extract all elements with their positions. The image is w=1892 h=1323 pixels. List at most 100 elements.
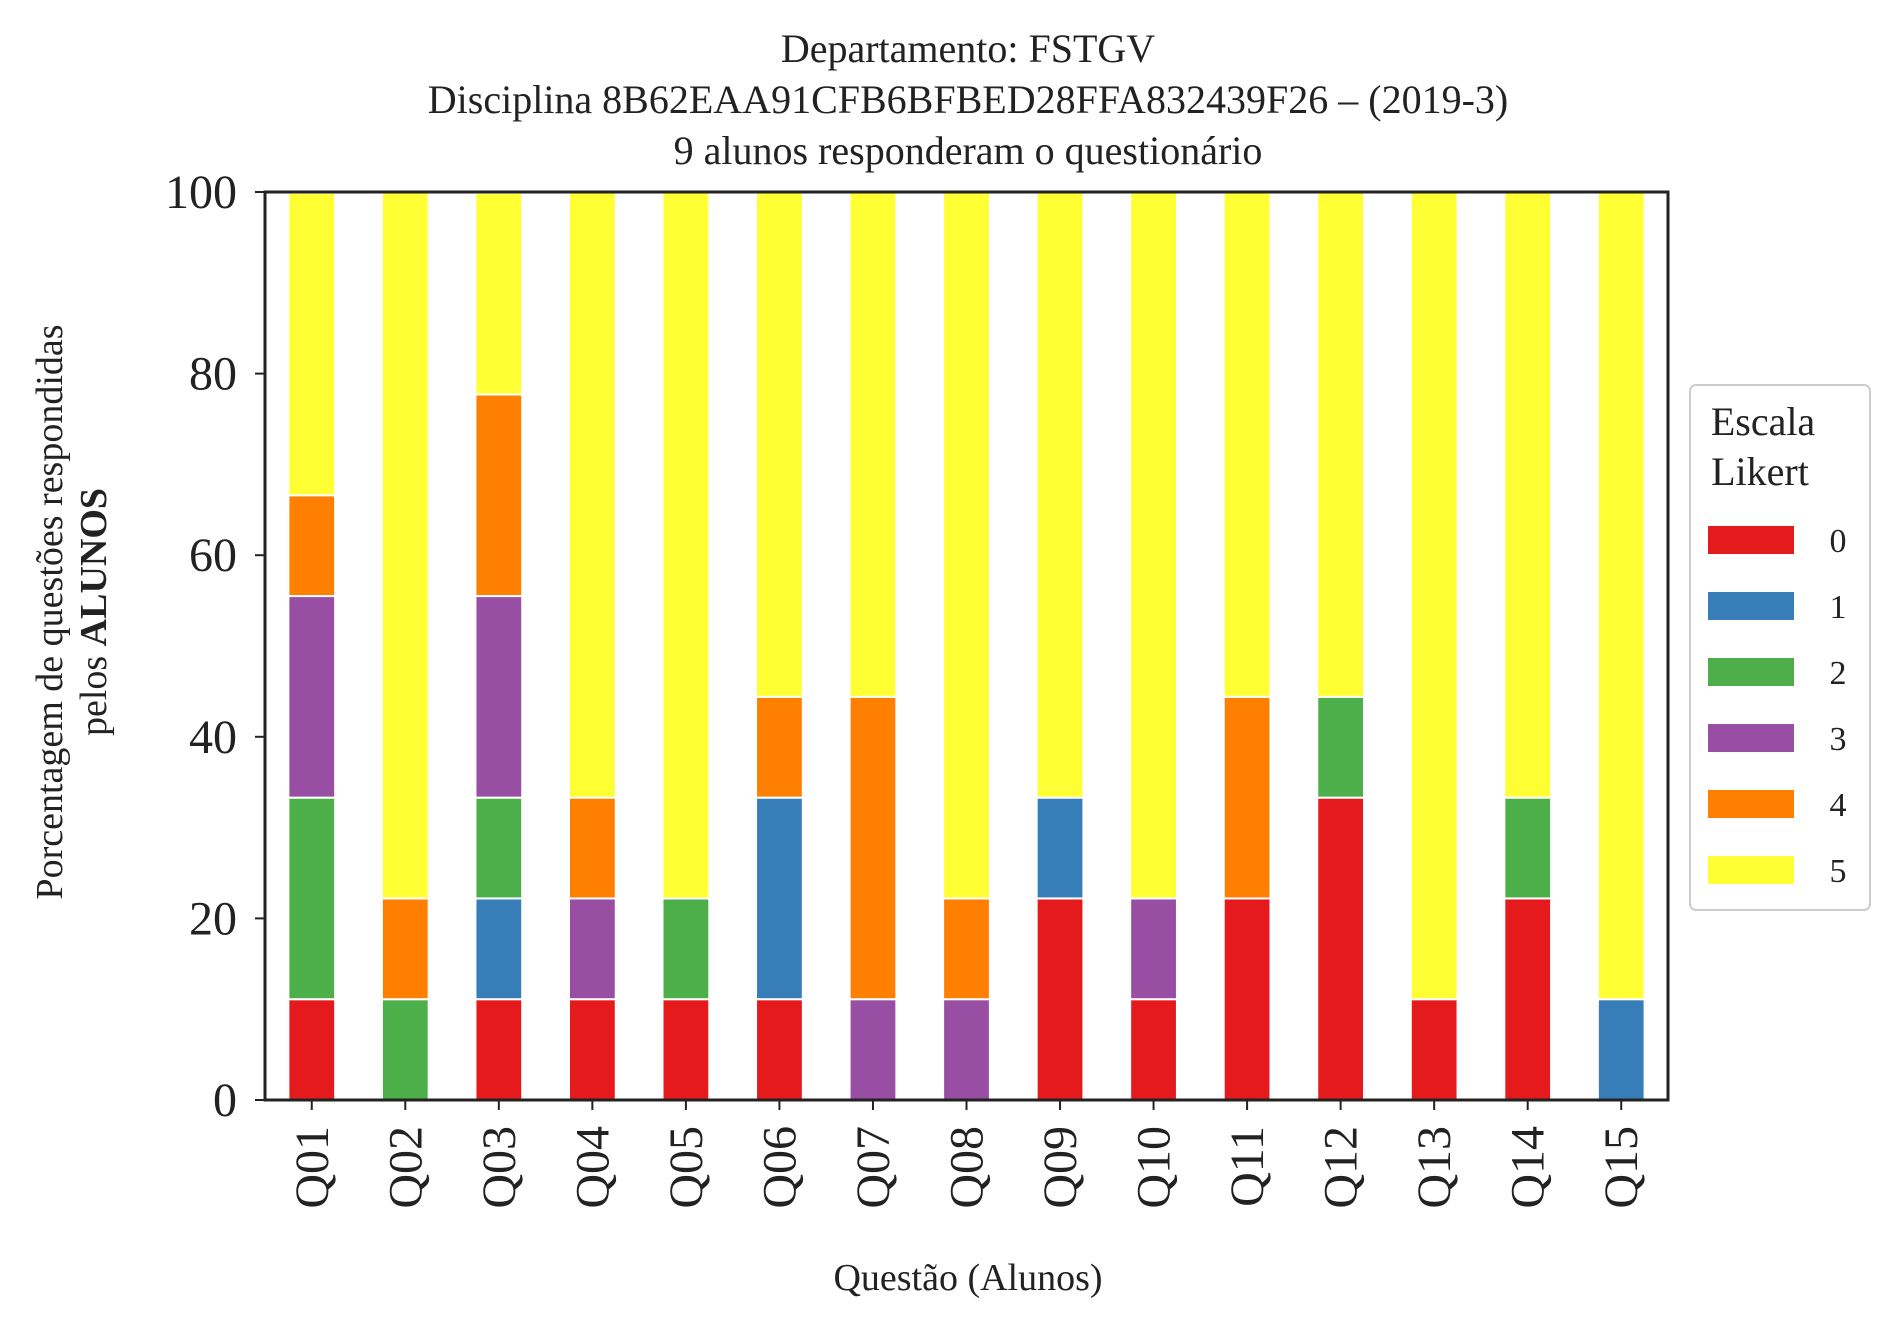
legend-title-line-1: Escala — [1711, 399, 1816, 444]
bar-segment-Q03-scale-1 — [474, 897, 524, 1001]
bar-segment-Q05-scale-5 — [661, 191, 711, 900]
bar-segment-Q14-scale-2 — [1503, 796, 1553, 900]
legend-label-3: 3 — [1830, 721, 1847, 758]
y-tick-label: 80 — [189, 348, 237, 401]
y-tick-label: 0 — [213, 1074, 237, 1127]
bar-segment-Q08-scale-5 — [942, 191, 991, 900]
title-line-2: Disciplina 8B62EAA91CFB6BFBED28FFA832439… — [428, 77, 1508, 122]
legend-box — [1689, 384, 1871, 911]
bar-segment-Q09-scale-0 — [1035, 897, 1085, 1102]
bar-segment-Q01-scale-0 — [287, 998, 337, 1101]
bar-segment-Q03-scale-3 — [474, 595, 524, 799]
x-tick-label: Q06 — [753, 1126, 806, 1209]
legend-swatch-1 — [1708, 592, 1794, 620]
bar-segment-Q03-scale-0 — [474, 998, 524, 1101]
legend-label-2: 2 — [1830, 655, 1847, 692]
bar-segment-Q06-scale-5 — [755, 191, 804, 698]
bar-segment-Q01-scale-4 — [287, 494, 337, 598]
legend-swatch-2 — [1708, 658, 1794, 686]
x-tick-label: Q15 — [1595, 1126, 1648, 1209]
bar-segment-Q15-scale-5 — [1596, 191, 1646, 1001]
x-tick-label: Q12 — [1315, 1126, 1368, 1209]
bar-segment-Q01-scale-5 — [287, 191, 337, 497]
bar-segment-Q02-scale-4 — [380, 897, 430, 1001]
bar-segment-Q11-scale-4 — [1222, 695, 1272, 900]
x-tick-label: Q09 — [1034, 1126, 1087, 1209]
bar-segment-Q07-scale-4 — [848, 695, 898, 1001]
legend-swatch-5 — [1708, 856, 1794, 884]
y-axis-label-line-2: pelos ALUNOS — [73, 488, 115, 736]
y-axis: 0 20 40 60 80 100 — [165, 166, 265, 1127]
legend-label-1: 1 — [1830, 589, 1847, 626]
x-axis: Q01 Q02 Q03 Q04 Q05 Q06 Q07 Q08 Q09 Q10 Q11 Q12 Q13 Q… — [286, 1100, 1648, 1209]
x-tick-label: Q03 — [473, 1126, 526, 1209]
y-axis-label-prefix: pelos — [73, 646, 115, 736]
bar-segment-Q06-scale-1 — [755, 796, 804, 1001]
bar-segment-Q07-scale-3 — [848, 998, 898, 1101]
bar-segment-Q03-scale-5 — [474, 191, 524, 396]
x-tick-label: Q07 — [847, 1126, 900, 1209]
bar-segment-Q12-scale-5 — [1316, 191, 1366, 698]
x-axis-label: Questão (Alunos) — [833, 1257, 1102, 1299]
x-tick-label: Q11 — [1221, 1126, 1274, 1207]
y-tick-label: 40 — [189, 711, 237, 764]
y-axis-label-line-1: Porcentagem de questões respondidas — [29, 324, 71, 899]
y-tick-label: 20 — [189, 892, 237, 945]
bar-segment-Q09-scale-1 — [1035, 796, 1085, 900]
legend-title-line-2: Likert — [1711, 449, 1809, 494]
legend-label-0: 0 — [1830, 523, 1847, 560]
bar-segment-Q12-scale-0 — [1316, 796, 1366, 1101]
legend: Escala Likert 0 1 2 3 4 5 — [1689, 384, 1871, 911]
x-tick-label: Q01 — [286, 1126, 339, 1209]
bar-segment-Q11-scale-0 — [1222, 897, 1272, 1102]
bar-segment-Q06-scale-4 — [755, 695, 804, 799]
chart-title: Departamento: FSTGV Disciplina 8B62EAA91… — [428, 26, 1508, 173]
bar-segment-Q01-scale-2 — [287, 796, 337, 1001]
bar-segment-Q12-scale-2 — [1316, 695, 1366, 799]
legend-swatch-0 — [1708, 526, 1794, 554]
legend-items: 0 1 2 3 4 5 — [1708, 523, 1847, 890]
legend-swatch-3 — [1708, 724, 1794, 752]
bar-segment-Q02-scale-2 — [380, 998, 430, 1101]
bar-segment-Q03-scale-2 — [474, 796, 524, 900]
bar-segment-Q05-scale-0 — [661, 998, 711, 1101]
x-tick-label: Q13 — [1408, 1126, 1461, 1209]
plot-frame — [263, 190, 1670, 1102]
bar-segment-Q08-scale-3 — [942, 998, 991, 1101]
bar-segment-Q01-scale-3 — [287, 595, 337, 799]
bar-segment-Q09-scale-5 — [1035, 191, 1085, 799]
title-line-1: Departamento: FSTGV — [781, 26, 1155, 71]
legend-label-5: 5 — [1830, 853, 1847, 890]
legend-label-4: 4 — [1830, 787, 1847, 824]
y-axis-label: Porcentagem de questões respondidas pelo… — [29, 324, 115, 899]
bar-segment-Q04-scale-5 — [567, 191, 617, 799]
x-tick-label: Q04 — [566, 1126, 619, 1209]
bar-segment-Q14-scale-0 — [1503, 897, 1553, 1102]
bar-segment-Q04-scale-0 — [567, 998, 617, 1101]
x-tick-label: Q10 — [1128, 1126, 1181, 1209]
bar-segment-Q11-scale-5 — [1222, 191, 1272, 698]
x-tick-label: Q05 — [660, 1126, 713, 1209]
bar-segment-Q10-scale-5 — [1129, 191, 1178, 900]
bar-segment-Q10-scale-0 — [1129, 998, 1178, 1101]
x-tick-label: Q02 — [379, 1126, 432, 1209]
bar-segment-Q04-scale-4 — [567, 796, 617, 900]
bar-segment-Q10-scale-3 — [1129, 897, 1178, 1001]
bar-segment-Q02-scale-5 — [380, 191, 430, 900]
bar-segment-Q03-scale-4 — [474, 393, 524, 598]
bar-segment-Q13-scale-0 — [1409, 998, 1459, 1101]
bar-segment-Q08-scale-4 — [942, 897, 991, 1001]
bar-segment-Q07-scale-5 — [848, 191, 898, 698]
bar-segment-Q04-scale-3 — [567, 897, 617, 1001]
bar-segment-Q13-scale-5 — [1409, 191, 1459, 1001]
y-axis-label-bold: ALUNOS — [73, 488, 115, 646]
x-tick-label: Q08 — [941, 1126, 994, 1209]
bars-group — [287, 191, 1646, 1102]
legend-swatch-4 — [1708, 790, 1794, 818]
y-tick-label: 60 — [189, 529, 237, 582]
y-tick-label: 100 — [165, 166, 237, 219]
bar-segment-Q15-scale-1 — [1596, 998, 1646, 1101]
bar-segment-Q05-scale-2 — [661, 897, 711, 1001]
bar-segment-Q06-scale-0 — [755, 998, 804, 1101]
